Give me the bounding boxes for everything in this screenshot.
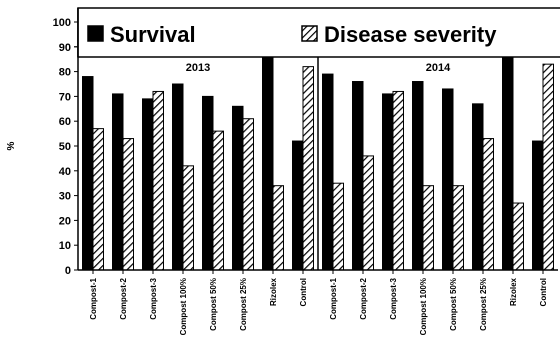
bar-disease-severity [332, 182, 344, 271]
y-tick-label: 80 [59, 67, 71, 79]
bar-survival [292, 140, 304, 271]
bar-disease-severity [302, 66, 314, 271]
legend-swatch-disease-severity [301, 25, 318, 42]
legend-label-survival: Survival [110, 22, 196, 47]
bar-survival [442, 88, 454, 271]
panel-label: 2014 [426, 62, 451, 74]
bar-survival [142, 98, 154, 271]
x-tick-label: Control [299, 278, 308, 306]
bar-survival [172, 83, 184, 271]
x-tick-label: Compost 50% [449, 278, 458, 331]
bar-survival [82, 76, 94, 271]
bar-disease-severity [272, 185, 284, 271]
y-tick-label: 70 [59, 91, 71, 103]
bar-survival [112, 93, 124, 271]
x-tick-label: Compost 25% [479, 278, 488, 331]
x-tick-label: Compost 100% [419, 278, 428, 335]
y-tick-label: 10 [59, 240, 71, 252]
panel-label: 2013 [186, 62, 210, 74]
bar-disease-severity [512, 202, 524, 271]
y-tick-label: 50 [59, 141, 71, 153]
bar-disease-severity [452, 185, 464, 271]
bar-survival [532, 140, 544, 271]
legend-swatch-survival [87, 25, 104, 42]
bar-disease-severity [152, 90, 164, 271]
bar-disease-severity [122, 138, 134, 271]
x-tick-label: Compost-3 [149, 277, 158, 319]
bar-disease-severity [212, 130, 224, 271]
bar-disease-severity [182, 165, 194, 271]
y-tick-label: 90 [59, 42, 71, 54]
y-tick-label: 100 [53, 17, 71, 29]
x-tick-label: Compost-3 [389, 277, 398, 319]
y-tick-label: 20 [59, 215, 71, 227]
x-tick-label: Compost-2 [119, 277, 128, 319]
bar-disease-severity [392, 90, 404, 271]
y-tick-label: 0 [65, 265, 71, 277]
bar-disease-severity [242, 118, 254, 271]
x-tick-label: Compost 50% [209, 278, 218, 331]
y-tick-label: 40 [59, 166, 71, 178]
bar-survival [322, 73, 334, 271]
bar-survival [412, 81, 424, 271]
legend: Survival Disease severity [74, 7, 560, 58]
x-tick-label: Rizolex [269, 277, 278, 306]
bar-disease-severity [482, 138, 494, 271]
bar-survival [202, 95, 214, 271]
plot-area: 0 10 20 30 40 50 60 70 80 90 100 Compost-1 Compost-2… [53, 8, 558, 335]
y-axis-label: % [6, 141, 17, 150]
y-tick-label: 30 [59, 191, 71, 203]
bar-disease-severity [542, 63, 554, 271]
x-tick-label: Control [539, 278, 548, 306]
x-tick-label: Compost 100% [179, 278, 188, 335]
bar-survival [382, 93, 394, 271]
bar-survival [262, 56, 274, 271]
y-tick-label: 60 [59, 116, 71, 128]
x-tick-label: Compost-1 [89, 277, 98, 319]
bar-disease-severity [422, 185, 434, 271]
x-tick-label: Compost-1 [329, 277, 338, 319]
bar-survival [502, 51, 514, 271]
legend-label-disease-severity: Disease severity [324, 22, 497, 47]
x-tick-label: Compost 25% [239, 278, 248, 331]
x-tick-label: Compost-2 [359, 277, 368, 319]
bar-disease-severity [92, 128, 104, 271]
x-tick-label: Rizolex [509, 277, 518, 306]
bar-survival [232, 105, 244, 271]
bar-survival [472, 103, 484, 271]
bar-disease-severity [362, 155, 374, 271]
bar-survival [352, 81, 364, 271]
